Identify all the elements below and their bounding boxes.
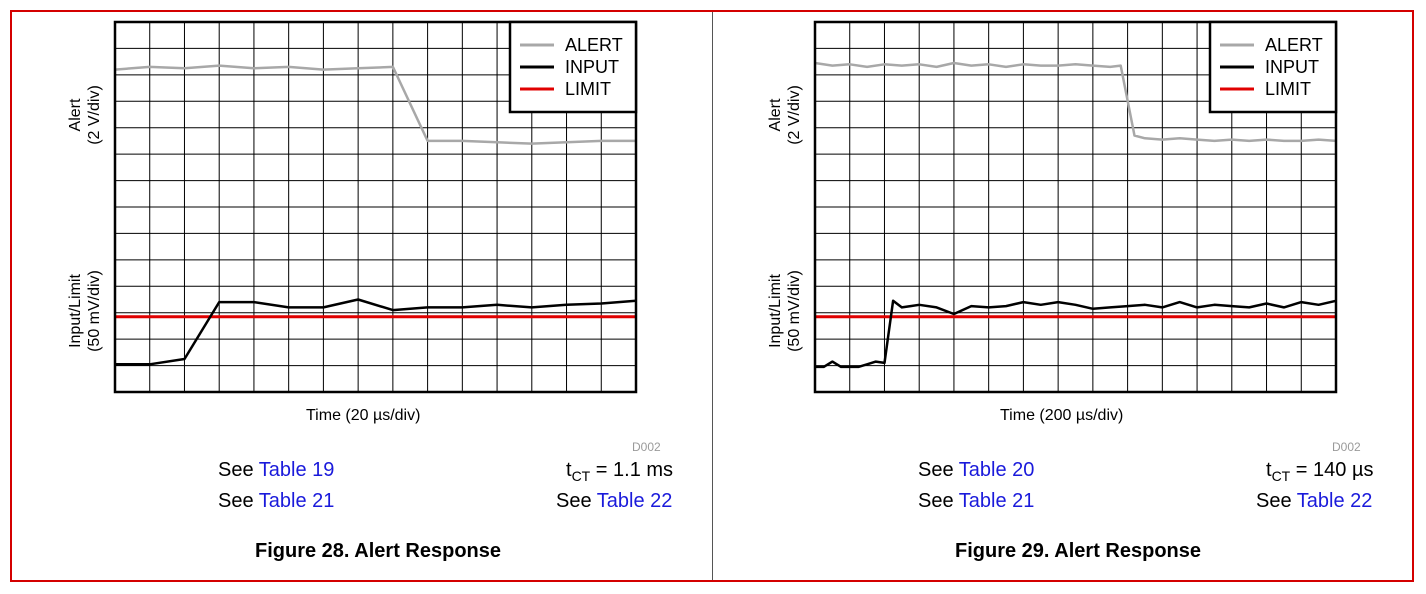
see-prefix: See	[218, 490, 259, 512]
tct-subscript: CT	[1271, 468, 1291, 484]
series-line-alert	[814, 61, 1337, 143]
tct-number: = 1.1 ms	[590, 459, 674, 481]
see-table-left-1: See Table 20	[918, 459, 1034, 482]
figure-caption: Figure 29. Alert Response	[955, 540, 1201, 562]
figure-code: D002	[1332, 440, 1361, 454]
see-prefix: See	[918, 459, 959, 481]
figure-28-panel: ALERT INPUT LIMIT Alert (2 V/div) Input/Li…	[2, 12, 702, 580]
time-axis-label: Time (200 µs/div)	[1000, 407, 1124, 424]
input-limit-axis-label-line1: Input/Limit	[67, 274, 84, 348]
table-link[interactable]: Table 19	[258, 459, 335, 481]
legend-label-input: INPUT	[565, 57, 619, 77]
legend-label-alert: ALERT	[1265, 35, 1323, 55]
grid	[815, 22, 1336, 392]
legend-label-input: INPUT	[1265, 57, 1319, 77]
plot-border	[113, 20, 638, 394]
see-table-left-2: See Table 21	[218, 490, 334, 513]
series-line-input	[115, 298, 637, 366]
alert-axis-label-line2: (2 V/div)	[786, 85, 803, 145]
see-prefix: See	[556, 490, 597, 512]
tct-subscript: CT	[571, 468, 591, 484]
input-limit-axis-label-line2: (50 mV/div)	[786, 270, 803, 352]
table-link[interactable]: Table 21	[958, 490, 1035, 512]
figure-code: D002	[632, 440, 661, 454]
alert-axis-label: Alert (2 V/div)	[766, 70, 804, 160]
see-table-left-1: See Table 19	[218, 459, 334, 482]
see-prefix: See	[918, 490, 959, 512]
tct-symbol: t	[1266, 459, 1272, 481]
see-table-left-2: See Table 21	[918, 490, 1034, 513]
legend-label-limit: LIMIT	[565, 79, 611, 99]
series-line-alert	[114, 64, 636, 145]
see-prefix: See	[1256, 490, 1297, 512]
alert-axis-label: Alert (2 V/div)	[66, 70, 104, 160]
tct-value: tCT = 1.1 ms	[566, 459, 673, 484]
see-table-right-2: See Table 22	[556, 490, 672, 513]
alert-axis-label-line1: Alert	[767, 98, 784, 132]
legend-label-alert: ALERT	[565, 35, 623, 55]
panel-divider	[712, 12, 713, 580]
see-table-right-2: See Table 22	[1256, 490, 1372, 513]
figure-29-panel: ALERT INPUT LIMIT Alert (2 V/div) Input/Li…	[702, 12, 1402, 580]
time-axis-label: Time (20 µs/div)	[306, 407, 421, 424]
table-link[interactable]: Table 21	[258, 490, 335, 512]
input-limit-axis-label-line2: (50 mV/div)	[86, 270, 103, 352]
input-limit-axis-label: Input/Limit (50 mV/div)	[66, 251, 104, 371]
legend-label-limit: LIMIT	[1265, 79, 1311, 99]
figure-caption: Figure 28. Alert Response	[255, 540, 501, 562]
series-line-input	[815, 299, 1337, 369]
tct-value: tCT = 140 µs	[1266, 459, 1373, 484]
tct-number: = 140 µs	[1290, 459, 1374, 481]
input-limit-axis-label-line1: Input/Limit	[767, 274, 784, 348]
alert-axis-label-line2: (2 V/div)	[86, 85, 103, 145]
figure-frame	[10, 10, 1414, 582]
table-link[interactable]: Table 20	[958, 459, 1035, 481]
input-limit-axis-label: Input/Limit (50 mV/div)	[766, 251, 804, 371]
plot-border	[813, 20, 1338, 394]
table-link[interactable]: Table 22	[1296, 490, 1373, 512]
see-prefix: See	[218, 459, 259, 481]
alert-axis-label-line1: Alert	[67, 98, 84, 132]
tct-symbol: t	[566, 459, 572, 481]
table-link[interactable]: Table 22	[596, 490, 673, 512]
